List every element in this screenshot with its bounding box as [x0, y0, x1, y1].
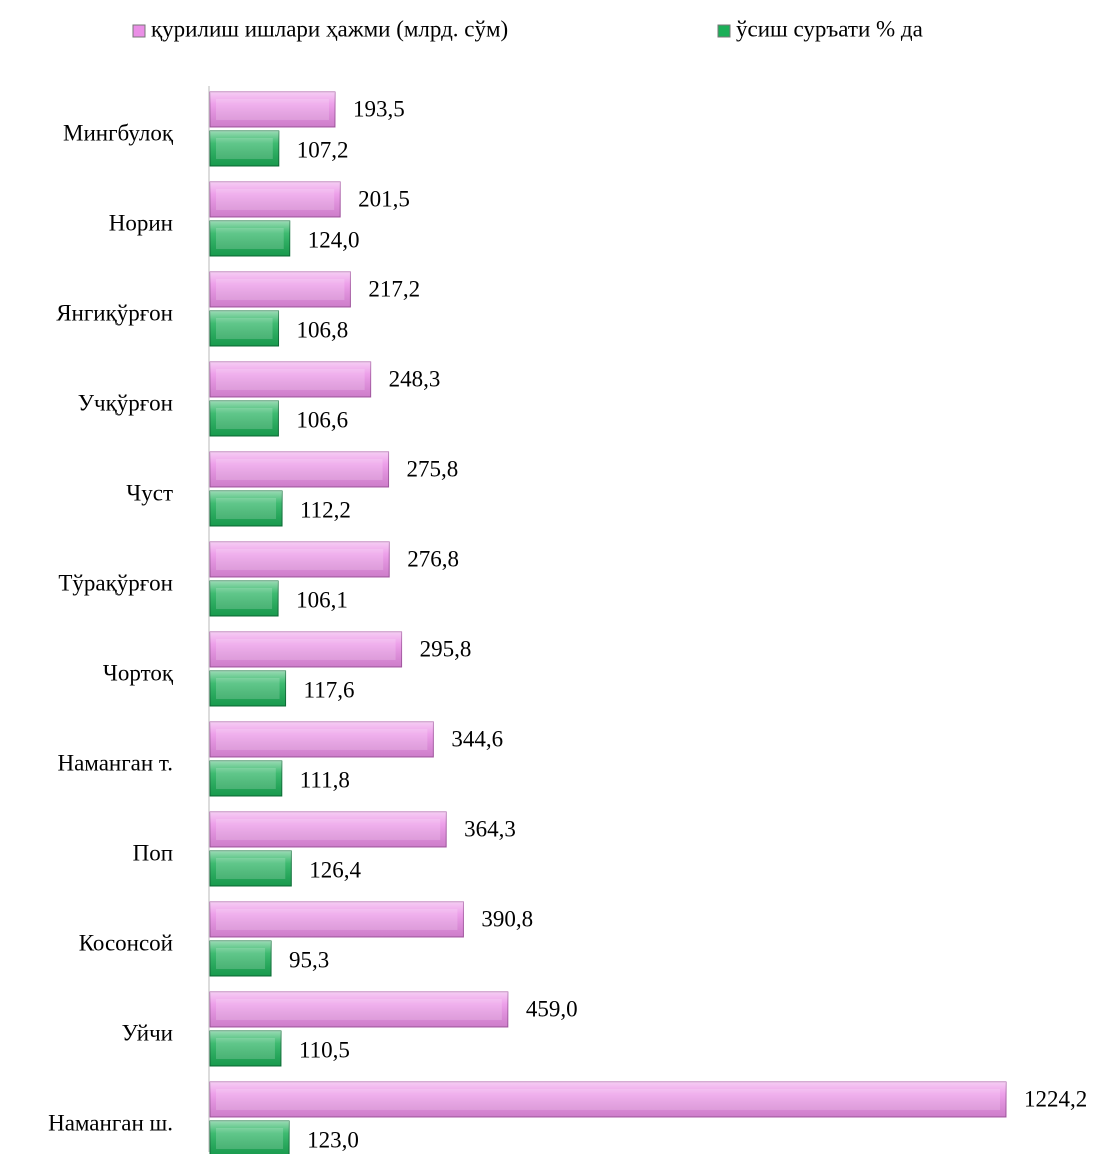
- bar-bevel: [210, 761, 282, 796]
- bar-bevel: [216, 858, 286, 879]
- data-label: 107,2: [297, 137, 349, 162]
- category-label: Уйчи: [122, 1020, 173, 1045]
- bar-bevel: [210, 542, 390, 577]
- bar-bevel: [216, 1089, 1000, 1110]
- bar-bevel: [216, 1038, 275, 1059]
- category-label: Наманган ш.: [48, 1110, 173, 1135]
- data-label: 106,1: [296, 587, 348, 612]
- data-label: 112,2: [300, 497, 351, 522]
- data-label: 126,4: [309, 857, 361, 882]
- bar-bevel: [216, 408, 273, 429]
- category-label: Мингбулоқ: [63, 120, 174, 145]
- bar-bevel: [210, 491, 283, 526]
- bar-bevel: [216, 279, 345, 300]
- bar-bevel: [210, 941, 272, 976]
- data-label: 95,3: [289, 947, 329, 972]
- data-label: 217,2: [368, 276, 420, 301]
- data-label: 295,8: [420, 636, 472, 661]
- data-label: 124,0: [308, 227, 360, 252]
- category-label: Янгиқўрғон: [56, 300, 173, 325]
- bar-bevel: [216, 768, 276, 789]
- bar-bevel: [210, 401, 279, 436]
- data-label: 201,5: [358, 186, 410, 211]
- bar-bevel: [210, 902, 464, 937]
- bar-bevel: [210, 311, 279, 346]
- bar-bevel: [210, 182, 341, 217]
- bar-bevel: [210, 221, 290, 256]
- bar-bevel: [216, 318, 273, 339]
- bar-bevel: [216, 459, 383, 480]
- bar-bevel: [216, 588, 273, 609]
- category-label: Косонсой: [79, 930, 173, 955]
- category-label: Норин: [109, 210, 173, 235]
- data-label: 275,8: [407, 456, 459, 481]
- bar-bevel: [210, 581, 279, 616]
- bar-bevel: [216, 498, 277, 519]
- bar-bevel: [216, 189, 335, 210]
- bar-bevel: [216, 138, 273, 159]
- bar-bevel: [210, 272, 351, 307]
- category-label: Наманган т.: [57, 750, 173, 775]
- data-label: 193,5: [353, 96, 405, 121]
- bar-bevel: [216, 1128, 284, 1149]
- bar-bevel: [216, 678, 280, 699]
- data-label: 1224,2: [1024, 1086, 1087, 1111]
- legend-label: қурилиш ишлари ҳажми (млрд. сўм): [151, 16, 508, 41]
- bar-bevel: [210, 452, 389, 487]
- legend-swatch: [132, 24, 146, 38]
- category-label: Тўрақўрғон: [58, 570, 173, 595]
- data-label: 111,8: [300, 767, 350, 792]
- bar-bevel: [210, 92, 335, 127]
- bar-bevel: [216, 228, 284, 249]
- data-label: 123,0: [307, 1127, 359, 1152]
- category-label: Чуст: [126, 480, 173, 505]
- bar-bevel: [210, 1082, 1006, 1117]
- category-label: Чортоқ: [103, 660, 174, 685]
- data-label: 344,6: [451, 726, 503, 751]
- bar-bevel: [210, 1121, 290, 1154]
- data-label: 248,3: [389, 366, 441, 391]
- data-label: 276,8: [407, 546, 459, 571]
- data-label: 110,5: [299, 1037, 350, 1062]
- bar-bevel: [210, 992, 508, 1027]
- bar-bevel: [216, 99, 329, 120]
- bar-bevel: [216, 549, 384, 570]
- category-label: Поп: [133, 840, 173, 865]
- data-label: 390,8: [481, 906, 533, 931]
- legend-label: ўсиш суръати % да: [736, 16, 923, 41]
- bar-bevel: [216, 948, 266, 969]
- bar-bevel: [210, 1031, 281, 1066]
- data-label: 364,3: [464, 816, 516, 841]
- bar-bevel: [216, 639, 396, 660]
- legend-swatch: [717, 24, 731, 38]
- bar-bevel: [216, 369, 365, 390]
- bar-bevel: [210, 722, 434, 757]
- bar-bevel: [216, 729, 428, 750]
- bar-bevel: [216, 909, 458, 930]
- data-label: 106,8: [297, 317, 349, 342]
- bar-bevel: [216, 819, 441, 840]
- bar-bevel: [210, 362, 371, 397]
- category-label: Учқўрғон: [78, 390, 173, 415]
- bar-bevel: [216, 999, 502, 1020]
- bar-bevel: [210, 131, 279, 166]
- bar-bevel: [210, 851, 292, 886]
- bar-bevel: [210, 812, 447, 847]
- data-label: 459,0: [526, 996, 578, 1021]
- data-label: 106,6: [296, 407, 348, 432]
- bar-bevel: [210, 632, 402, 667]
- data-label: 117,6: [304, 677, 355, 702]
- bar-bevel: [210, 671, 286, 706]
